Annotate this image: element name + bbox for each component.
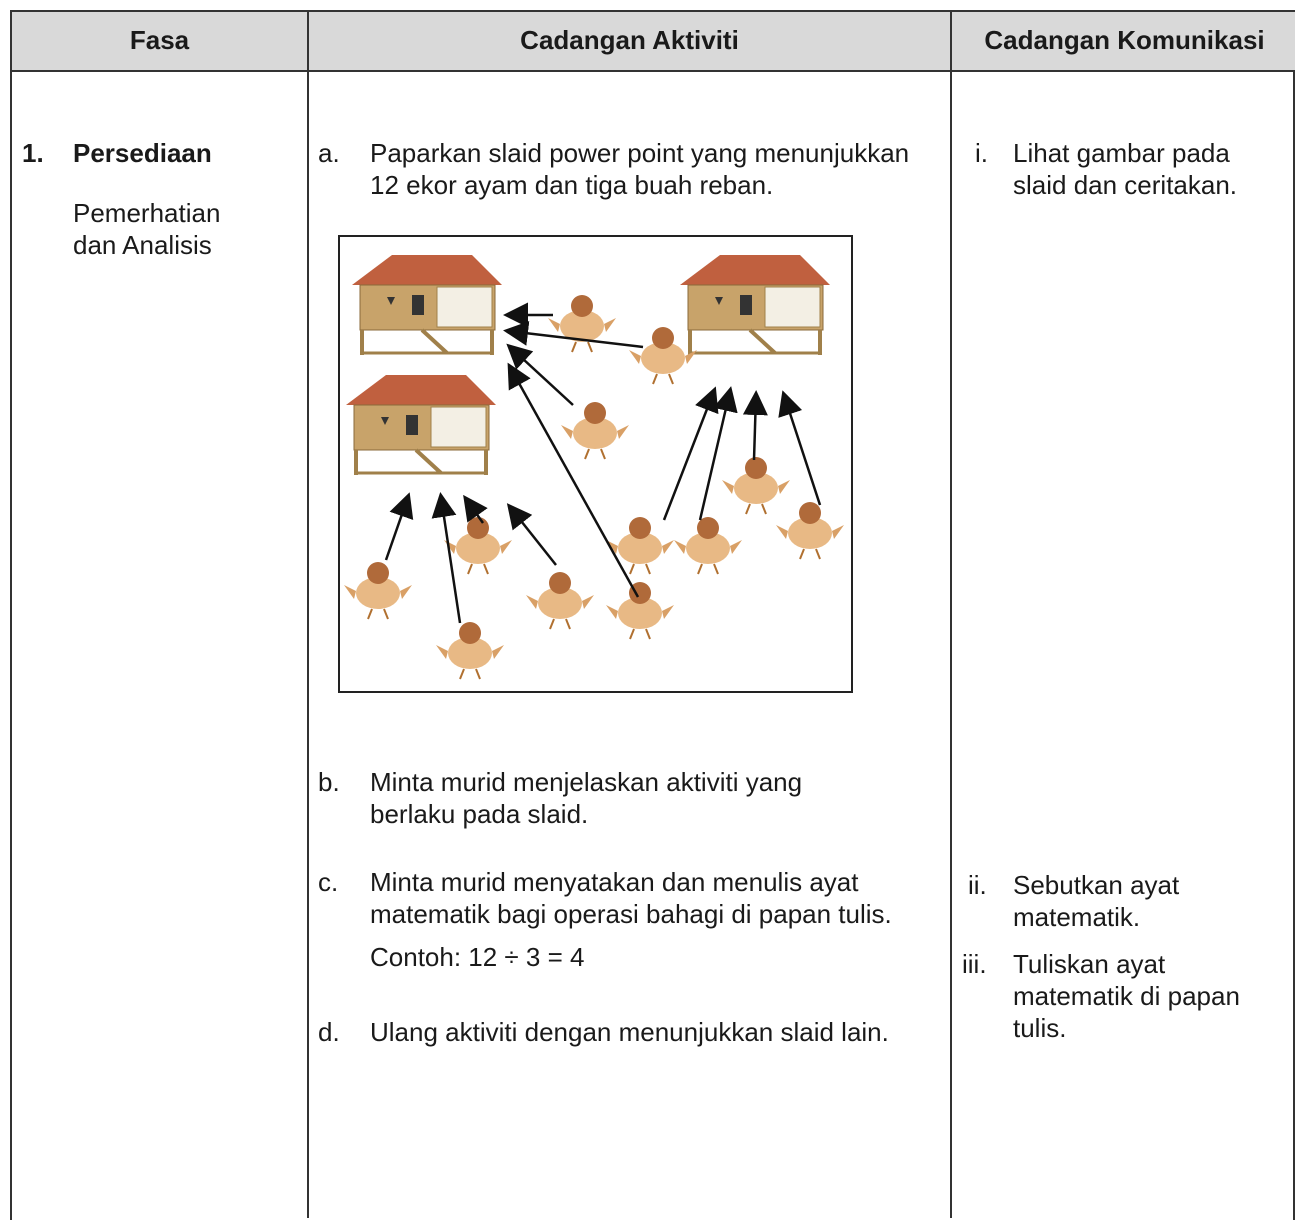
activity-marker: b. xyxy=(318,767,340,797)
communication-text: Lihat gambar pada slaid dan ceritakan. xyxy=(1013,138,1238,200)
phase-subtitle: Pemerhatian dan Analisis xyxy=(73,198,221,260)
column-divider xyxy=(950,10,952,1218)
header-row xyxy=(12,12,1295,72)
communication-marker: iii. xyxy=(962,949,987,979)
table xyxy=(10,10,1295,1220)
activity-marker: c. xyxy=(318,867,339,897)
activity-text: Minta murid menyatakan dan menulis ayat … xyxy=(370,867,892,929)
phase-title: Persediaan xyxy=(73,138,212,168)
activity-marker: a. xyxy=(318,138,340,168)
communication-text: Sebutkan ayat matematik. xyxy=(1013,870,1180,932)
activity-text: Minta murid menjelaskan aktiviti yang be… xyxy=(370,767,803,829)
communication-marker: i. xyxy=(975,138,988,168)
header-cell: Cadangan Komunikasi xyxy=(984,25,1265,55)
column-divider xyxy=(307,10,309,1218)
communication-marker: ii. xyxy=(968,870,987,900)
activity-text: Paparkan slaid power point yang menunjuk… xyxy=(370,138,910,200)
header-cell: Fasa xyxy=(129,25,190,55)
arrows xyxy=(384,302,822,624)
example: Contoh: 12 ÷ 3 = 4 xyxy=(370,942,585,972)
activity-marker: d. xyxy=(318,1017,340,1047)
illustration xyxy=(338,235,853,693)
communication-text: Tuliskan ayat matematik di papan tulis. xyxy=(1013,949,1240,1043)
phase-number: 1. xyxy=(22,138,44,168)
activity-text: Ulang aktiviti dengan menunjukkan slaid … xyxy=(370,1017,889,1047)
header-cell: Cadangan Aktiviti xyxy=(520,25,739,55)
